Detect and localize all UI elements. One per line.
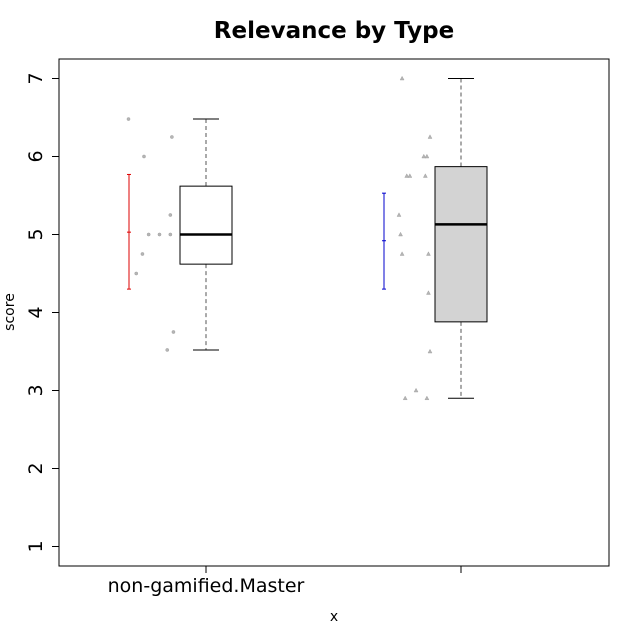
data-point xyxy=(134,271,139,276)
data-point xyxy=(427,134,433,139)
data-point xyxy=(168,213,173,217)
y-tick-label: 5 xyxy=(25,228,47,240)
chart-title: Relevance by Type xyxy=(214,18,454,44)
data-point xyxy=(413,387,419,393)
data-point xyxy=(404,173,410,178)
data-point xyxy=(126,117,131,121)
x-axis-label: x xyxy=(330,609,338,625)
data-point xyxy=(170,135,174,139)
iqr-box xyxy=(179,185,233,265)
data-point xyxy=(171,330,176,334)
data-point xyxy=(157,232,162,237)
y-tick-label: 4 xyxy=(25,306,47,318)
data-point xyxy=(398,231,403,237)
box-group xyxy=(382,75,488,400)
y-tick-label: 7 xyxy=(25,72,47,84)
data-point xyxy=(146,232,151,237)
data-point xyxy=(424,395,430,400)
data-point xyxy=(424,153,430,159)
box-group xyxy=(126,117,233,352)
y-axis: 1 2 3 4 5 6 7 xyxy=(25,72,59,553)
x-axis: non-gamified.Master xyxy=(108,566,462,597)
data-point xyxy=(168,232,173,237)
data-point xyxy=(396,212,402,217)
data-point xyxy=(427,348,433,354)
data-point xyxy=(423,173,428,178)
iqr-box xyxy=(434,166,488,323)
data-point xyxy=(402,395,408,400)
data-point xyxy=(399,251,405,256)
data-point xyxy=(165,348,170,352)
x-tick-label: non-gamified.Master xyxy=(108,575,305,597)
data-point xyxy=(426,251,431,256)
y-axis-label: score xyxy=(2,293,18,331)
plot-frame xyxy=(58,58,610,567)
y-tick-label: 6 xyxy=(25,150,47,162)
plot-marks xyxy=(126,75,488,400)
y-tick-label: 3 xyxy=(25,384,47,396)
data-point xyxy=(142,154,146,159)
y-tick-label: 2 xyxy=(25,462,47,474)
data-point xyxy=(407,173,413,178)
y-tick-label: 1 xyxy=(25,540,47,552)
data-point xyxy=(426,290,431,295)
data-point xyxy=(140,252,145,256)
data-point xyxy=(399,75,405,81)
data-point xyxy=(421,153,427,159)
